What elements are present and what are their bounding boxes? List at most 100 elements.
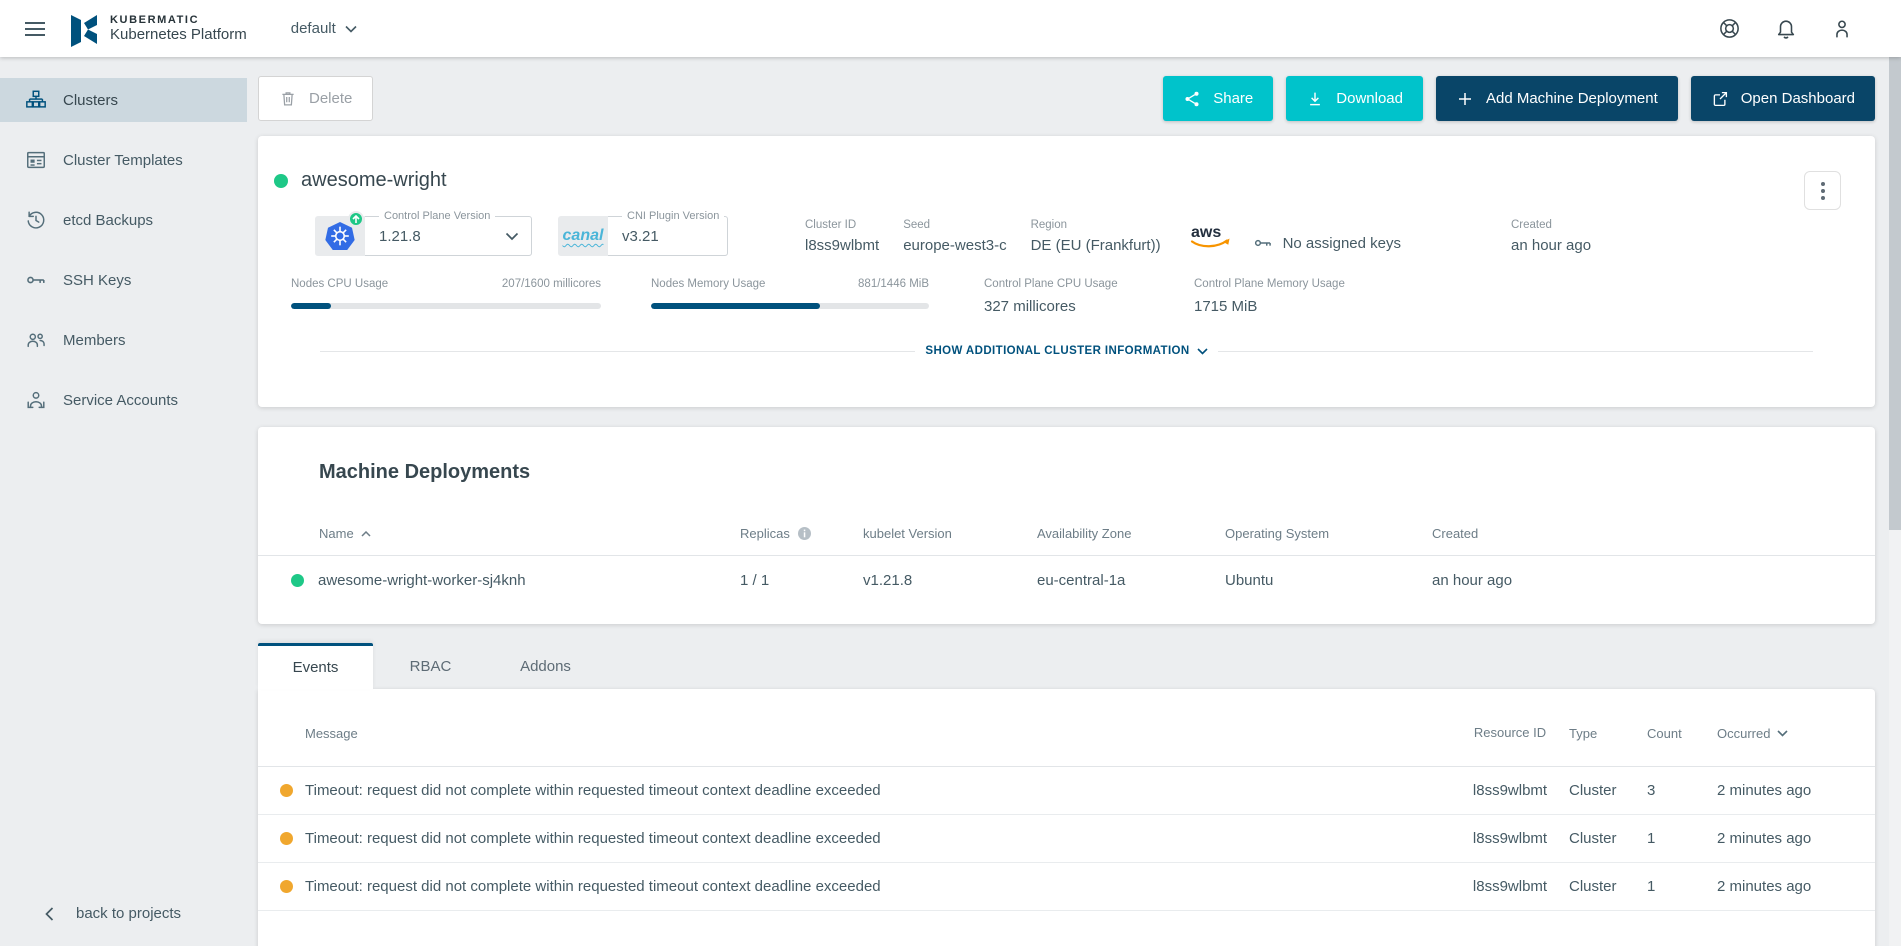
service-accounts-icon — [27, 391, 45, 409]
column-header-count: Count — [1647, 726, 1682, 741]
members-icon — [27, 333, 45, 348]
event-message: Timeout: request did not complete within… — [305, 830, 881, 847]
aws-logo-text: aws — [1191, 224, 1221, 241]
event-count: 3 — [1647, 782, 1656, 799]
tab-events[interactable]: Events — [258, 643, 373, 689]
user-icon — [1836, 20, 1848, 38]
toolbar-right-group: Share Download Add Machine Deployment — [1163, 76, 1875, 121]
sidebar-item-clusters[interactable]: Clusters — [0, 78, 247, 122]
event-status-dot — [280, 880, 293, 893]
region-label: Region — [1030, 218, 1068, 231]
chevron-down-icon — [345, 25, 357, 33]
nodes-cpu-usage-label: Nodes CPU Usage — [291, 278, 389, 290]
cluster-status-dot — [274, 173, 288, 188]
seed-value: europe-west3-c — [903, 236, 1007, 254]
show-additional-info-label: SHOW ADDITIONAL CLUSTER INFORMATION — [925, 345, 1190, 357]
control-plane-version-select[interactable]: Control Plane Version 1.21.8 — [365, 210, 532, 256]
nodes-memory-usage-label: Nodes Memory Usage — [651, 278, 766, 290]
menu-icon[interactable] — [20, 14, 50, 44]
machine-deployments-card: Machine Deployments Name Replicas kubele… — [258, 427, 1875, 624]
column-header-type: Type — [1569, 726, 1598, 741]
scrollbar-thumb[interactable] — [1889, 57, 1901, 530]
event-type: Cluster — [1569, 830, 1617, 847]
main-content: Delete Share Download — [247, 57, 1901, 946]
back-to-projects-label: back to projects — [76, 905, 182, 922]
key-icon — [1254, 239, 1271, 247]
machine-deployments-title: Machine Deployments — [319, 461, 531, 483]
delete-button-label: Delete — [309, 90, 353, 107]
column-header-kubelet-version[interactable]: kubelet Version — [863, 526, 952, 541]
sidebar-item-members[interactable]: Members — [0, 318, 247, 362]
open-dashboard-button[interactable]: Open Dashboard — [1690, 76, 1875, 121]
sidebar-item-label: SSH Keys — [63, 271, 132, 289]
page-scrollbar[interactable] — [1889, 57, 1901, 946]
clusters-icon — [26, 90, 46, 108]
info-icon — [797, 527, 811, 540]
brand-subtitle: Kubernetes Platform — [110, 26, 247, 44]
column-header-name[interactable]: Name — [291, 526, 740, 541]
event-row[interactable]: Timeout: request did not complete within… — [258, 815, 1875, 863]
sidebar-item-label: Clusters — [63, 91, 119, 109]
tab-addons[interactable]: Addons — [520, 657, 571, 675]
chevron-left-icon — [45, 906, 54, 921]
md-status-dot — [291, 573, 304, 587]
column-header-operating-system[interactable]: Operating System — [1225, 526, 1330, 541]
share-button-label: Share — [1213, 90, 1254, 107]
column-header-resource-id: Resource ID — [1473, 725, 1547, 741]
user-menu-button[interactable] — [1831, 17, 1853, 40]
ssh-keys-indicator[interactable]: No assigned keys — [1253, 233, 1401, 253]
md-kubelet-version: v1.21.8 — [863, 571, 913, 589]
notifications-button[interactable] — [1775, 17, 1797, 40]
machine-deployments-header: Name Replicas kubelet Version Availabili… — [258, 512, 1875, 556]
created-value: an hour ago — [1511, 236, 1592, 254]
sort-desc-icon — [1777, 730, 1789, 737]
sidebar-item-etcd-backups[interactable]: etcd Backups — [0, 198, 247, 242]
share-icon — [1185, 91, 1199, 106]
share-button[interactable]: Share — [1163, 76, 1274, 121]
download-button[interactable]: Download — [1286, 76, 1423, 121]
cluster-usage-row: Nodes CPU Usage 207/1600 millicores Node… — [258, 278, 1875, 315]
event-row[interactable]: Timeout: request did not complete within… — [258, 767, 1875, 815]
project-selector[interactable]: default — [291, 20, 357, 37]
bell-icon — [1777, 20, 1795, 39]
column-header-occurred[interactable]: Occurred — [1717, 726, 1847, 741]
machine-deployment-row[interactable]: awesome-wright-worker-sj4knh 1 / 1 v1.21… — [258, 556, 1875, 604]
open-in-new-icon — [1713, 91, 1727, 106]
add-machine-deployment-button[interactable]: Add Machine Deployment — [1435, 76, 1678, 121]
control-plane-memory-usage-label: Control Plane Memory Usage — [1194, 278, 1345, 290]
column-header-replicas[interactable]: Replicas — [740, 526, 863, 541]
region-field: Region DE (EU (Frankfurt)) — [1031, 219, 1161, 254]
column-header-created[interactable]: Created — [1432, 526, 1479, 541]
event-type: Cluster — [1569, 782, 1617, 799]
plus-icon — [1458, 92, 1471, 105]
event-status-dot — [280, 832, 293, 845]
cni-plugin-version-field[interactable]: CNI Plugin Version v3.21 — [608, 210, 728, 256]
project-selector-value: default — [290, 20, 336, 37]
show-additional-info-divider: SHOW ADDITIONAL CLUSTER INFORMATION — [258, 345, 1875, 357]
show-additional-info-toggle[interactable]: SHOW ADDITIONAL CLUSTER INFORMATION — [915, 345, 1217, 357]
sidebar-item-label: Service Accounts — [63, 391, 179, 409]
column-header-availability-zone[interactable]: Availability Zone — [1037, 526, 1132, 541]
cni-plugin-version-label: CNI Plugin Version — [622, 210, 725, 223]
sidebar-item-ssh-keys[interactable]: SSH Keys — [0, 258, 247, 302]
download-icon — [1310, 92, 1321, 105]
ssh-keys-text: No assigned keys — [1282, 234, 1401, 252]
aws-provider-logo: aws — [1187, 221, 1233, 252]
control-plane-version-label: Control Plane Version — [379, 210, 496, 223]
control-plane-version-value: 1.21.8 — [379, 227, 421, 245]
nodes-memory-usage-bar — [651, 303, 929, 309]
kubernetes-icon — [325, 222, 355, 250]
seed-label: Seed — [903, 218, 931, 231]
back-to-projects-link[interactable]: back to projects — [0, 905, 247, 922]
event-row[interactable]: Timeout: request did not complete within… — [258, 863, 1875, 911]
tab-rbac[interactable]: RBAC — [409, 657, 452, 675]
help-button[interactable] — [1718, 17, 1741, 40]
control-plane-cpu-usage: Control Plane CPU Usage 327 millicores — [984, 278, 1170, 315]
cluster-actions-menu-button[interactable] — [1804, 171, 1841, 210]
sidebar-item-cluster-templates[interactable]: Cluster Templates — [0, 138, 247, 182]
sidebar-item-service-accounts[interactable]: Service Accounts — [0, 378, 247, 422]
sidebar: Clusters Cluster Templates etcd Backups — [0, 57, 247, 946]
brand-text: KUBERMATIC Kubernetes Platform — [110, 14, 247, 44]
event-occurred: 2 minutes ago — [1717, 782, 1812, 799]
delete-button[interactable]: Delete — [258, 76, 374, 121]
